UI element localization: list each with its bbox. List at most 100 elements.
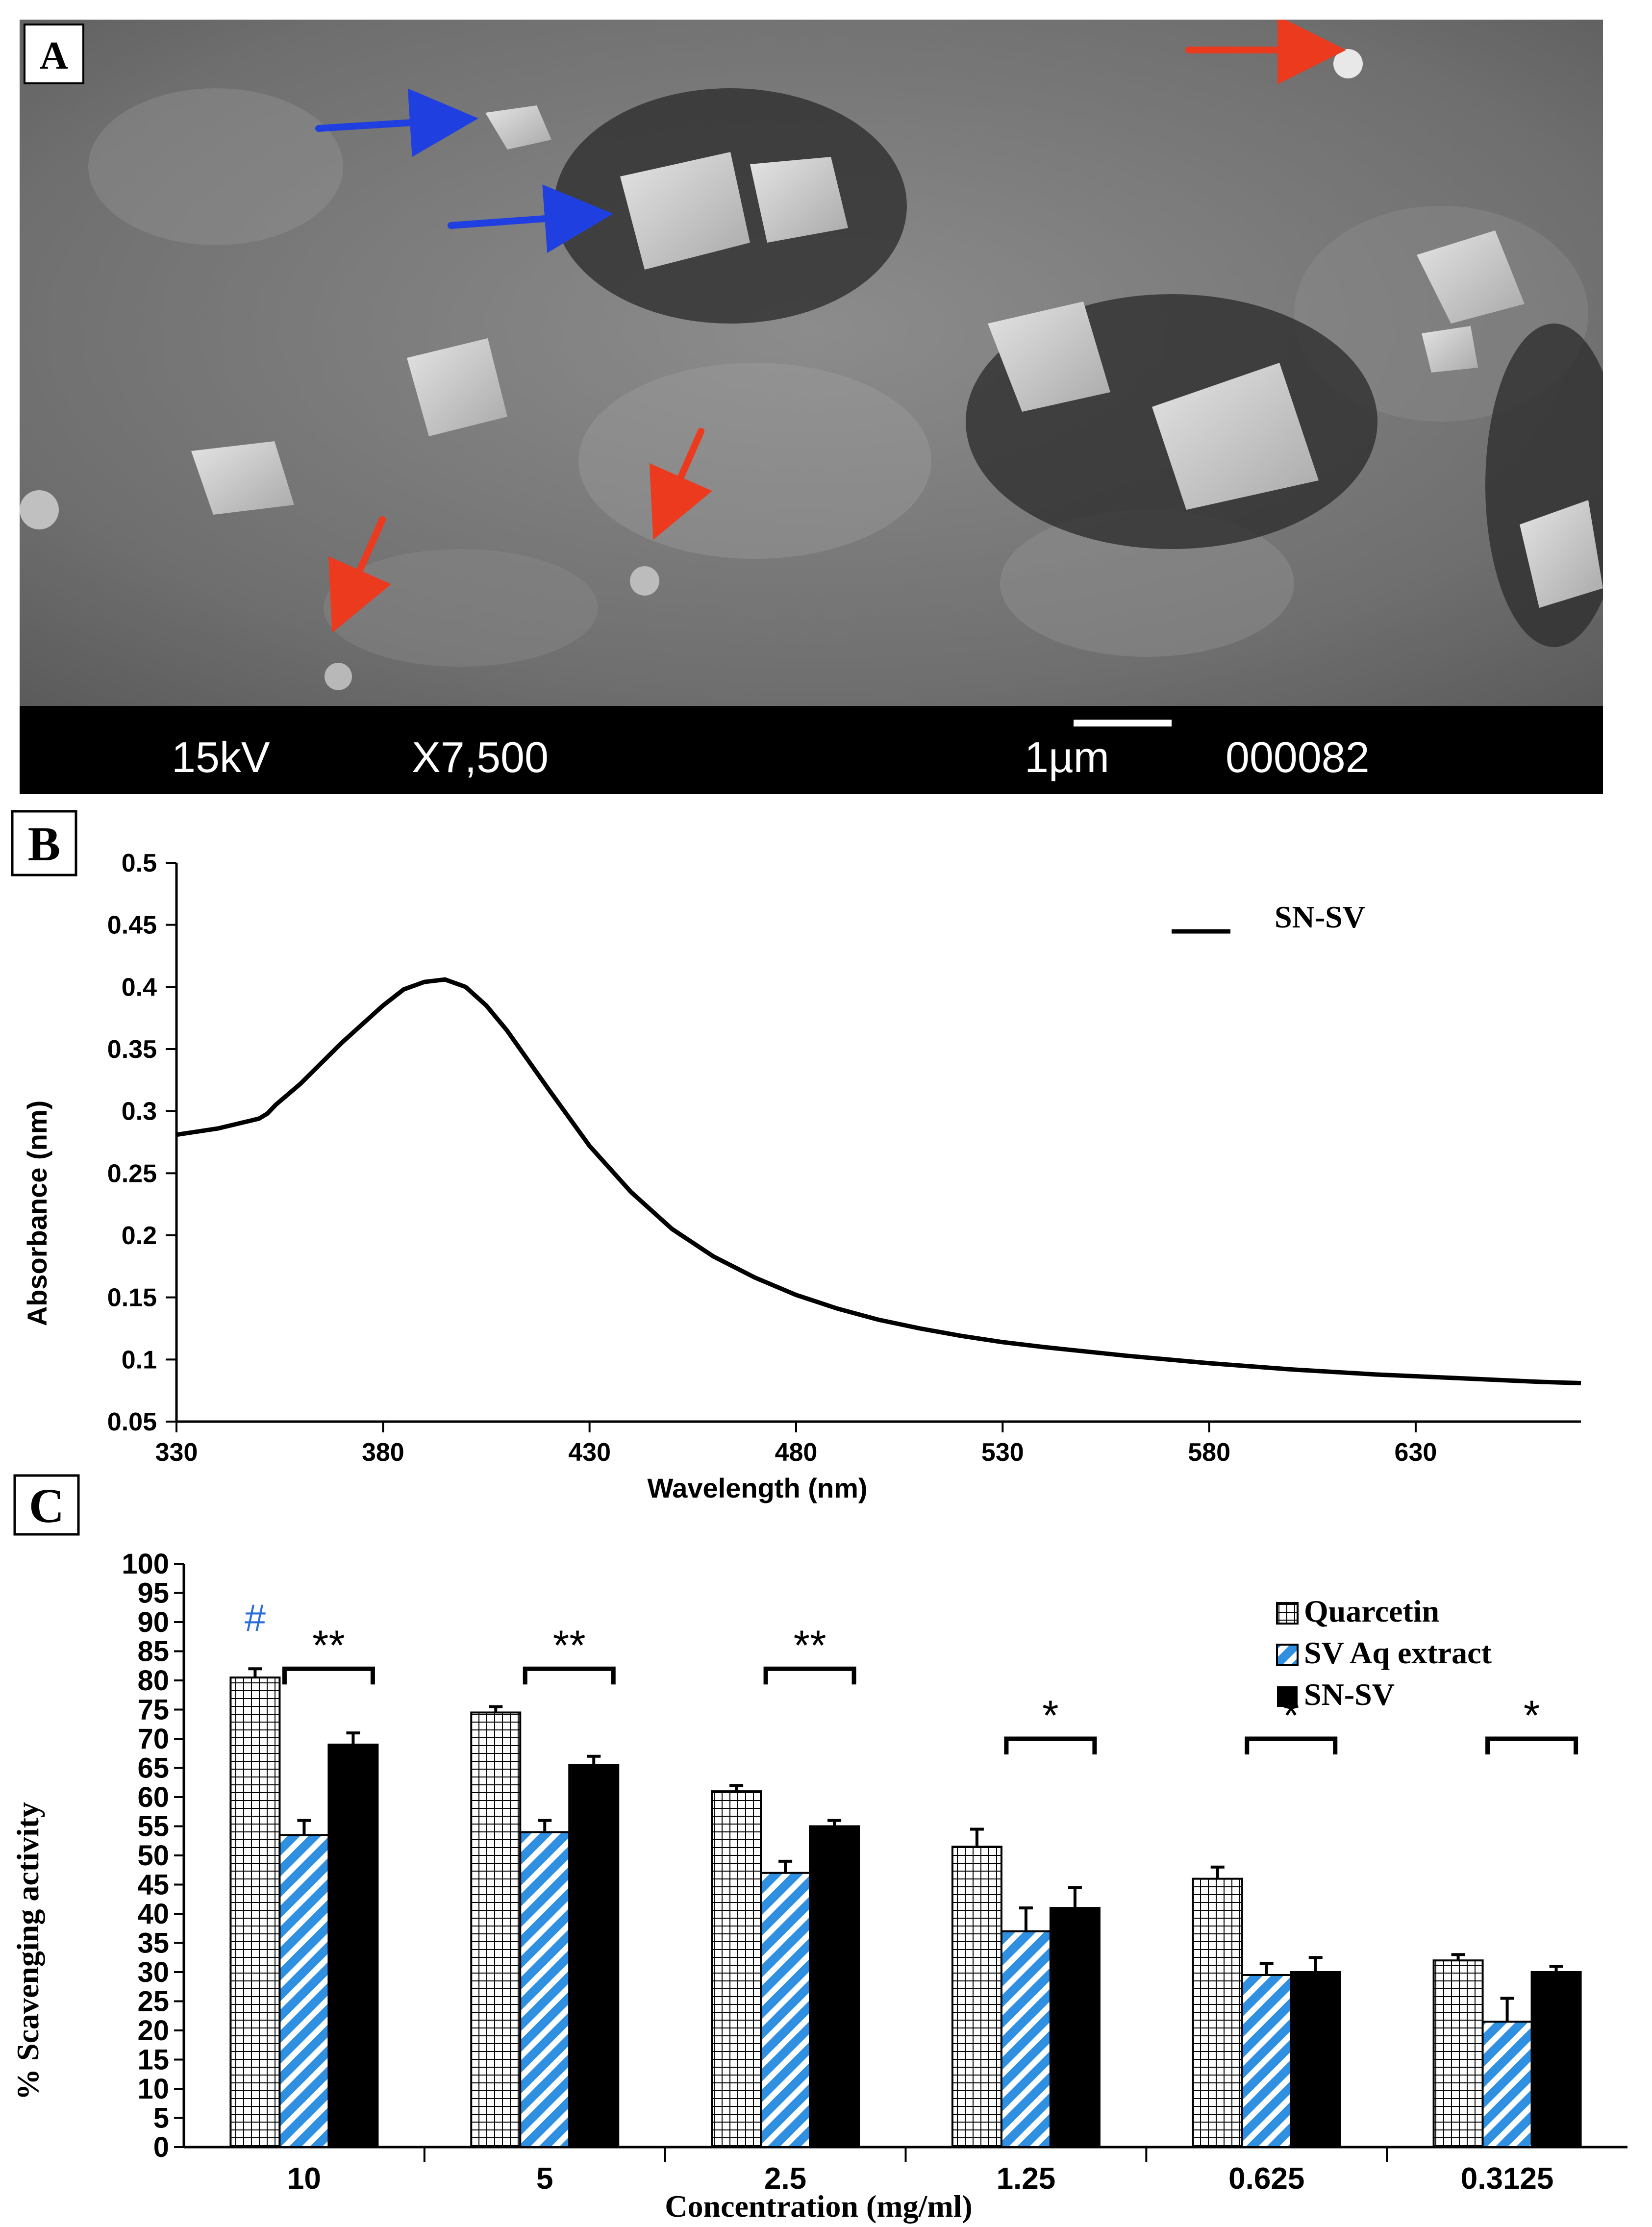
x-axis-title: Wavelength (nm) <box>647 1473 867 1503</box>
x-tick-label: 2.5 <box>764 2162 806 2196</box>
red-arrow-icon <box>649 428 712 540</box>
panel-a-label-box <box>24 24 84 84</box>
panel-c-label-box <box>13 1474 80 1536</box>
scavenging-chart: C 05101520253035404550556065707580859095… <box>10 1474 1627 2224</box>
significance-bracket <box>1004 1736 1097 1754</box>
y-tick-label: 5 <box>153 2102 169 2134</box>
y-tick-label: 70 <box>137 1723 169 1755</box>
significance-bracket <box>523 1666 616 1685</box>
bar-sn-sv <box>568 1764 620 2148</box>
y-tick-label: 0.5 <box>122 849 157 877</box>
panel-b-label: B <box>28 817 61 871</box>
sem-scale-label: 1µm <box>1025 733 1109 781</box>
significance-stars: ** <box>794 1622 826 1669</box>
x-tick-label: 1.25 <box>997 2162 1056 2196</box>
bar-sn-sv <box>809 1825 860 2148</box>
significance-bracket <box>1485 1736 1578 1754</box>
absorbance-chart: B 0.05 0.1 0.15 0.2 0.25 0.3 0.35 0.4 0.45 0.5 330… <box>11 810 1581 1503</box>
x-tick-label: 480 <box>775 1438 818 1467</box>
y-tick-label: 25 <box>137 1986 169 2018</box>
bar-sv-aq-extract <box>278 1834 330 2148</box>
x-tick-label: 5 <box>536 2162 553 2196</box>
panel-b: B 0.05 0.1 0.15 0.2 0.25 0.3 0.35 0.4 0.45 0.5 330… <box>0 799 1652 1525</box>
bar-sv-aq-extract <box>519 1831 571 2148</box>
x-tick-label: 330 <box>155 1438 198 1467</box>
significance-bracket <box>1245 1736 1338 1754</box>
y-tick-label: 95 <box>137 1577 169 1609</box>
legend-label-quarcetin: Quarcetin <box>1304 1594 1439 1628</box>
y-axis-title: Absorbance (nm) <box>22 1101 52 1326</box>
y-tick-label: 90 <box>137 1606 169 1638</box>
bar-sv-aq-extract <box>760 1872 811 2148</box>
y-tick-label: 85 <box>137 1636 169 1668</box>
y-tick-label: 10 <box>137 2073 169 2105</box>
y-tick-label: 15 <box>137 2044 169 2076</box>
significance-stars: * <box>1524 1692 1540 1739</box>
bar-sn-sv <box>1290 1971 1341 2148</box>
sem-micrograph: 15kV X7,500 1µm 000082 A <box>20 16 1623 794</box>
sem-voltage: 15kV <box>172 733 270 781</box>
y-tick-label: 55 <box>137 1811 169 1843</box>
sem-info-bar <box>20 706 1603 794</box>
x-tick-label: 0.3125 <box>1461 2162 1554 2196</box>
bar-sv-aq-extract <box>1000 1930 1051 2148</box>
y-tick-label: 50 <box>137 1840 169 1872</box>
legend-swatch-sn-sv <box>1277 1686 1298 1707</box>
y-tick-label: 45 <box>137 1869 169 1901</box>
bar-sn-sv <box>1530 1971 1582 2148</box>
sem-crystals <box>20 49 1603 690</box>
bar-quarcetin <box>470 1711 522 2148</box>
y-tick-label: 35 <box>137 1927 169 1959</box>
bar-sv-aq-extract <box>1481 2021 1533 2149</box>
series-line-sn-sv <box>176 977 1581 1385</box>
bar-quarcetin <box>951 1846 1002 2148</box>
y-tick-label: 100 <box>122 1548 169 1580</box>
legend-label-sn-sv: SN-SV <box>1304 1677 1395 1712</box>
y-tick-label: 40 <box>137 1898 169 1930</box>
y-tick-label: 0.15 <box>107 1284 157 1312</box>
significance-stars: * <box>1042 1692 1058 1739</box>
sem-image-number: 000082 <box>1226 733 1370 781</box>
legend-swatch-sv-aq-extract <box>1276 1644 1299 1666</box>
y-tick-label: 75 <box>137 1694 169 1726</box>
x-tick-label: 10 <box>287 2162 321 2196</box>
y-tick-label: 0.25 <box>107 1159 157 1188</box>
y-tick-label: 30 <box>137 1956 169 1988</box>
y-tick-label: 0.45 <box>107 911 157 940</box>
y-tick-label: 0 <box>153 2131 169 2163</box>
x-axis-title: Concentration (mg/ml) <box>665 2189 972 2224</box>
x-tick-label: 430 <box>568 1438 611 1467</box>
sem-arrows <box>315 16 1346 633</box>
legend: Quarcetin SV Aq extract SN-SV <box>1276 1594 1492 1712</box>
y-tick-label: 0.1 <box>122 1346 157 1374</box>
bar-quarcetin <box>711 1790 762 2148</box>
y-tick-label: 0.05 <box>107 1408 157 1436</box>
y-tick-label: 65 <box>137 1752 169 1784</box>
sem-magnification: X7,500 <box>412 733 549 781</box>
x-tick-label: 0.625 <box>1228 2162 1304 2196</box>
y-tick-label: 20 <box>137 2015 169 2047</box>
significance-bracket <box>282 1666 375 1685</box>
x-tick-label: 580 <box>1188 1438 1230 1467</box>
legend-label-sn-sv: SN-SV <box>1275 900 1365 934</box>
bar-quarcetin <box>1432 1959 1484 2148</box>
y-tick-label: 0.35 <box>107 1035 157 1064</box>
x-tick-label: 630 <box>1395 1438 1437 1467</box>
significance-stars: ** <box>553 1622 586 1669</box>
panel-a-label: A <box>40 34 68 77</box>
bar-quarcetin <box>229 1677 281 2148</box>
significance-bracket <box>763 1666 856 1685</box>
bar-quarcetin <box>1192 1877 1243 2148</box>
red-arrow-icon <box>328 516 392 633</box>
significance-hash: # <box>245 1596 266 1639</box>
y-tick-label: 0.4 <box>122 973 157 1001</box>
x-tick-label: 530 <box>981 1438 1024 1467</box>
panel-b-label-box <box>11 810 77 876</box>
panel-c: C 0 5 10 15 20 25 30 35 40 45 50 55 60 65 70 75 80 85 90 95… <box>0 1471 1652 2225</box>
significance-stars: ** <box>312 1622 345 1669</box>
y-tick-label: 80 <box>137 1665 169 1697</box>
legend-label-sv-aq-extract: SV Aq extract <box>1304 1635 1492 1670</box>
panel-c-label: C <box>29 1478 64 1533</box>
bar-sn-sv <box>1049 1907 1101 2148</box>
y-tick-label: 0.2 <box>122 1222 157 1250</box>
